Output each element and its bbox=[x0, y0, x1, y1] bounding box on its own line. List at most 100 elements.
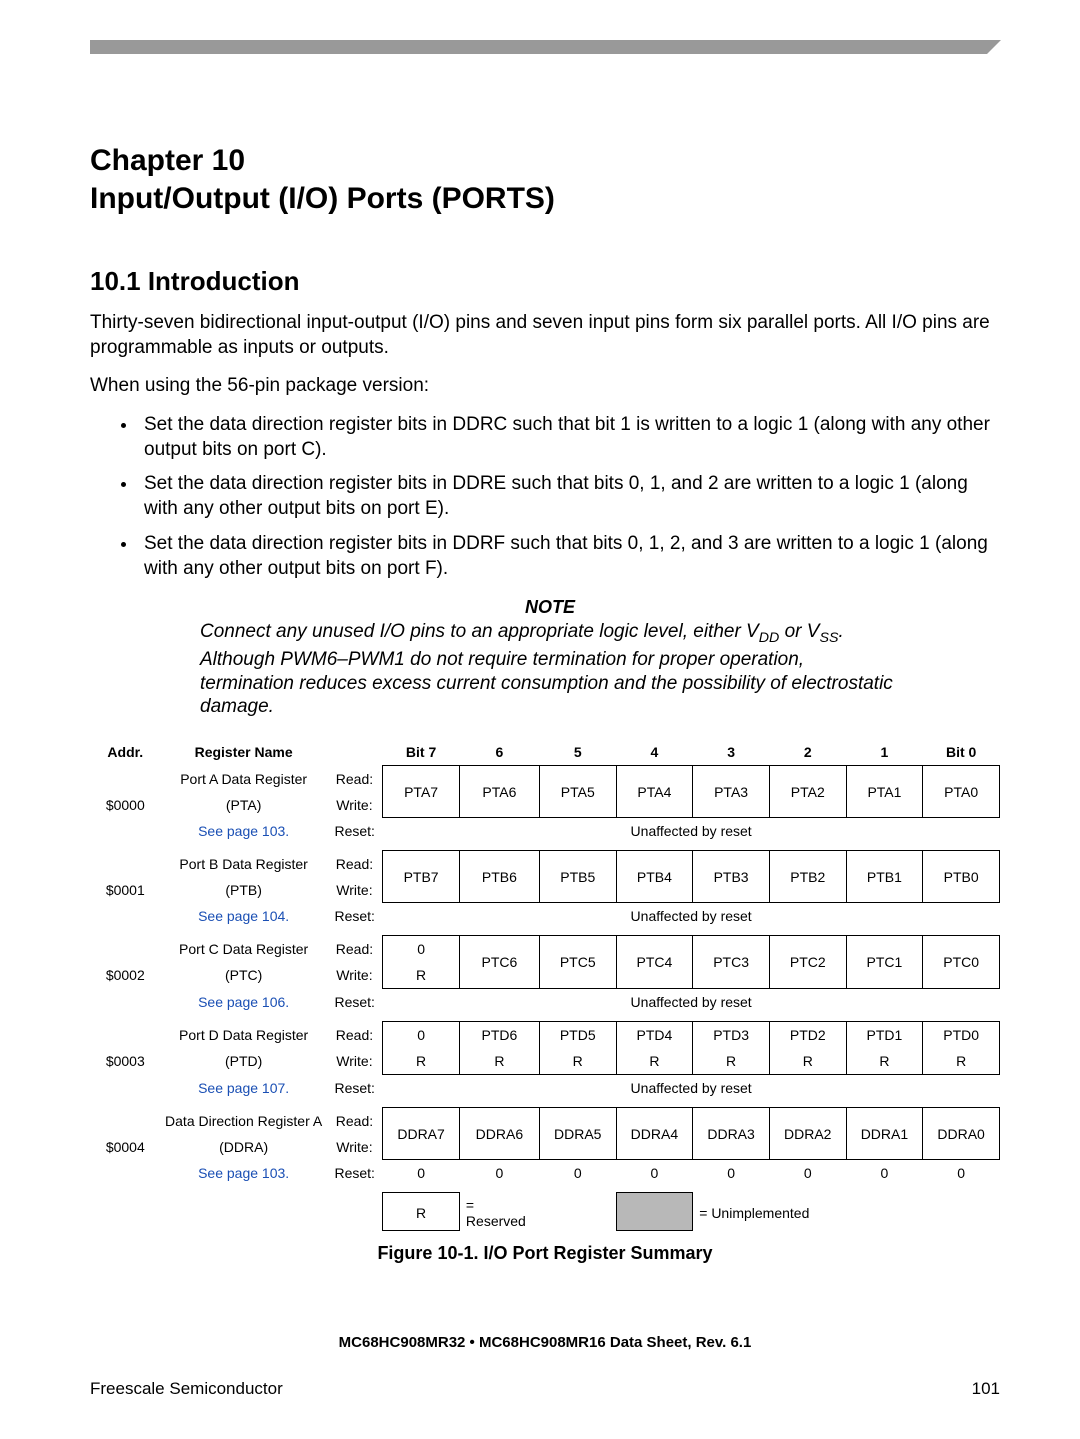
legend-u-cell bbox=[616, 1193, 693, 1231]
bit-header: 1 bbox=[846, 739, 923, 766]
rw-label: Read: bbox=[327, 766, 383, 792]
bit-cell: DDRA7 bbox=[383, 1108, 460, 1160]
bit-cell: PTD3 bbox=[693, 1022, 770, 1049]
bit-cell: PTA7 bbox=[383, 766, 460, 818]
legend-r-label: = Reserved bbox=[459, 1193, 539, 1231]
bit-header: Bit 7 bbox=[383, 739, 460, 766]
bit-cell: PTB7 bbox=[383, 851, 460, 903]
regname-cell: Port A Data Register bbox=[161, 766, 327, 792]
bit-cell: R bbox=[616, 1048, 693, 1075]
bit-cell: R bbox=[846, 1048, 923, 1075]
rw-label: Reset: bbox=[327, 1075, 383, 1102]
bit-header: 2 bbox=[769, 739, 846, 766]
rw-label: Read: bbox=[327, 1022, 383, 1049]
table-row: See page 106.Reset:Unaffected by reset bbox=[90, 989, 1000, 1016]
rw-label: Write: bbox=[327, 877, 383, 903]
bit-cell: 0 bbox=[923, 1160, 1000, 1187]
footer-left: Freescale Semiconductor bbox=[90, 1379, 283, 1399]
bit-cell: PTD6 bbox=[459, 1022, 539, 1049]
footer-page-number: 101 bbox=[972, 1379, 1000, 1399]
addr-cell: $0004 bbox=[90, 1108, 161, 1187]
bit-header: 6 bbox=[459, 739, 539, 766]
bit-cell: R bbox=[459, 1048, 539, 1075]
header-bar bbox=[90, 40, 1000, 54]
reset-span: Unaffected by reset bbox=[383, 989, 1000, 1016]
see-page-link[interactable]: See page 103. bbox=[161, 818, 327, 845]
regname-cell: (DDRA) bbox=[161, 1134, 327, 1160]
bit-cell: PTC1 bbox=[846, 936, 923, 989]
see-page-link[interactable]: See page 107. bbox=[161, 1075, 327, 1102]
bit-cell: PTA6 bbox=[459, 766, 539, 818]
figure-caption: Figure 10-1. I/O Port Register Summary bbox=[90, 1243, 1000, 1264]
table-row: See page 103.Reset:00000000 bbox=[90, 1160, 1000, 1187]
footer-title: MC68HC908MR32 • MC68HC908MR16 Data Sheet… bbox=[90, 1334, 1000, 1351]
bit-cell: PTA0 bbox=[923, 766, 1000, 818]
chapter-title: Input/Output (I/O) Ports (PORTS) bbox=[90, 182, 1000, 216]
bit-cell: R bbox=[383, 1048, 460, 1075]
bit-cell: R bbox=[539, 1048, 616, 1075]
rw-label: Reset: bbox=[327, 903, 383, 930]
bit-cell: PTA1 bbox=[846, 766, 923, 818]
bit-cell: 0 bbox=[383, 1160, 460, 1187]
see-page-link[interactable]: See page 104. bbox=[161, 903, 327, 930]
table-row: $0003Port D Data RegisterRead:0PTD6PTD5P… bbox=[90, 1022, 1000, 1049]
intro-paragraph-2: When using the 56-pin package version: bbox=[90, 374, 1000, 399]
table-row: (PTD)Write:RRRRRRRR bbox=[90, 1048, 1000, 1075]
table-row: $0004Data Direction Register ARead:DDRA7… bbox=[90, 1108, 1000, 1134]
bit-cell: PTD5 bbox=[539, 1022, 616, 1049]
regname-cell: (PTC) bbox=[161, 962, 327, 989]
bit-cell: DDRA0 bbox=[923, 1108, 1000, 1160]
bit-cell: PTD1 bbox=[846, 1022, 923, 1049]
see-page-link[interactable]: See page 103. bbox=[161, 1160, 327, 1187]
bit-cell: PTB0 bbox=[923, 851, 1000, 903]
col-addr-header: Addr. bbox=[90, 739, 161, 766]
bit-cell: R bbox=[693, 1048, 770, 1075]
reset-span: Unaffected by reset bbox=[383, 903, 1000, 930]
note-label: NOTE bbox=[200, 597, 900, 618]
bit-cell: PTC4 bbox=[616, 936, 693, 989]
regname-cell: (PTB) bbox=[161, 877, 327, 903]
bit-header: 5 bbox=[539, 739, 616, 766]
see-page-link[interactable]: See page 106. bbox=[161, 989, 327, 1016]
bit-cell: PTB2 bbox=[769, 851, 846, 903]
bit-header: 3 bbox=[693, 739, 770, 766]
table-row: $0001Port B Data RegisterRead:PTB7PTB6PT… bbox=[90, 851, 1000, 877]
bit-cell: 0 bbox=[383, 936, 460, 963]
bit-cell: 0 bbox=[539, 1160, 616, 1187]
bit-header: 4 bbox=[616, 739, 693, 766]
bit-cell: 0 bbox=[693, 1160, 770, 1187]
col-regname-header: Register Name bbox=[161, 739, 327, 766]
table-header-row: Addr. Register Name Bit 7 6 5 4 3 2 1 Bi… bbox=[90, 739, 1000, 766]
bit-cell: R bbox=[769, 1048, 846, 1075]
bit-cell: DDRA2 bbox=[769, 1108, 846, 1160]
bit-cell: DDRA6 bbox=[459, 1108, 539, 1160]
rw-label: Write: bbox=[327, 1134, 383, 1160]
note-block: NOTE Connect any unused I/O pins to an a… bbox=[200, 597, 900, 719]
bit-cell: 0 bbox=[769, 1160, 846, 1187]
rw-label: Reset: bbox=[327, 1160, 383, 1187]
bit-cell: 0 bbox=[616, 1160, 693, 1187]
bit-cell: DDRA3 bbox=[693, 1108, 770, 1160]
addr-cell: $0000 bbox=[90, 766, 161, 845]
register-table: Addr. Register Name Bit 7 6 5 4 3 2 1 Bi… bbox=[90, 739, 1000, 1231]
bit-cell: PTC0 bbox=[923, 936, 1000, 989]
bit-cell: PTA2 bbox=[769, 766, 846, 818]
bit-cell: PTA5 bbox=[539, 766, 616, 818]
bit-cell: PTB4 bbox=[616, 851, 693, 903]
bit-cell: PTD0 bbox=[923, 1022, 1000, 1049]
rw-label: Reset: bbox=[327, 989, 383, 1016]
rw-label: Write: bbox=[327, 1048, 383, 1075]
chapter-number: Chapter 10 bbox=[90, 144, 1000, 178]
rw-label: Read: bbox=[327, 936, 383, 963]
regname-cell: Port D Data Register bbox=[161, 1022, 327, 1049]
table-row: See page 104.Reset:Unaffected by reset bbox=[90, 903, 1000, 930]
note-text: Connect any unused I/O pins to an approp… bbox=[200, 620, 900, 719]
bit-cell: 0 bbox=[459, 1160, 539, 1187]
table-row: $0002Port C Data RegisterRead:0PTC6PTC5P… bbox=[90, 936, 1000, 963]
page-footer: MC68HC908MR32 • MC68HC908MR16 Data Sheet… bbox=[90, 1334, 1000, 1399]
reset-span: Unaffected by reset bbox=[383, 1075, 1000, 1102]
bit-cell: DDRA5 bbox=[539, 1108, 616, 1160]
bit-cell: PTC2 bbox=[769, 936, 846, 989]
table-row: $0000Port A Data RegisterRead:PTA7PTA6PT… bbox=[90, 766, 1000, 792]
intro-paragraph: Thirty-seven bidirectional input-output … bbox=[90, 311, 1000, 360]
